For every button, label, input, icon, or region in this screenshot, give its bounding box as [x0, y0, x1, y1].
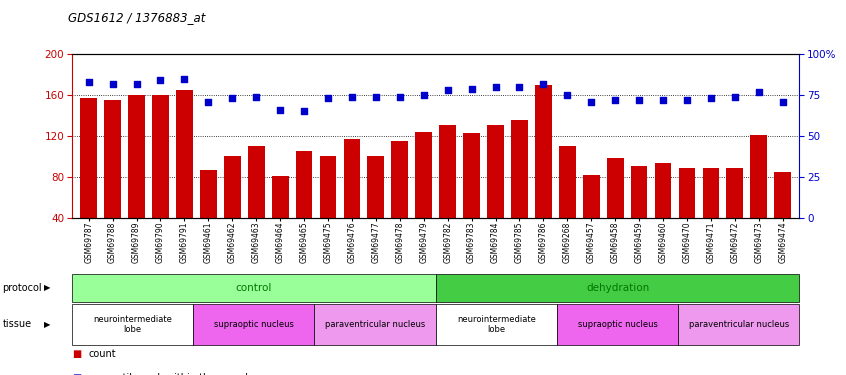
Bar — [415, 132, 432, 258]
Bar — [224, 156, 240, 258]
Text: protocol: protocol — [3, 283, 42, 293]
Point — [464, 86, 478, 92]
Point — [728, 94, 742, 100]
Point — [345, 94, 359, 100]
Point — [441, 87, 454, 93]
Point — [536, 81, 550, 87]
Bar — [655, 164, 672, 258]
Point — [369, 94, 382, 100]
Point — [201, 99, 215, 105]
Point — [154, 78, 168, 84]
Point — [226, 95, 239, 101]
Text: dehydration: dehydration — [586, 283, 649, 293]
Point — [608, 97, 622, 103]
Bar — [464, 133, 480, 258]
Text: ▶: ▶ — [44, 320, 51, 329]
Point — [250, 94, 263, 100]
Text: count: count — [89, 349, 117, 359]
Text: percentile rank within the sample: percentile rank within the sample — [89, 373, 254, 375]
Text: paraventricular nucleus: paraventricular nucleus — [689, 320, 789, 329]
Bar — [511, 120, 528, 258]
Point — [297, 108, 310, 114]
Point — [417, 92, 431, 98]
Text: neurointermediate
lobe: neurointermediate lobe — [93, 315, 172, 334]
Text: paraventricular nucleus: paraventricular nucleus — [325, 320, 426, 329]
Bar — [392, 141, 408, 258]
Bar — [583, 175, 600, 258]
Point — [585, 99, 598, 105]
Text: control: control — [236, 283, 272, 293]
Bar — [559, 146, 575, 258]
Text: neurointermediate
lobe: neurointermediate lobe — [457, 315, 536, 334]
Bar — [320, 156, 337, 258]
Bar — [750, 135, 767, 258]
Text: ■: ■ — [72, 373, 81, 375]
Point — [106, 81, 119, 87]
Point — [656, 97, 670, 103]
Point — [82, 79, 96, 85]
Text: supraoptic nucleus: supraoptic nucleus — [214, 320, 294, 329]
Point — [704, 95, 717, 101]
Point — [489, 84, 503, 90]
Point — [513, 84, 526, 90]
Bar — [727, 168, 744, 258]
Bar — [248, 146, 265, 258]
Point — [273, 107, 287, 113]
Bar — [152, 95, 169, 258]
Bar — [774, 172, 791, 258]
Bar — [176, 90, 193, 258]
Bar — [535, 85, 552, 258]
Bar — [439, 125, 456, 258]
Bar — [80, 98, 97, 258]
Point — [680, 97, 694, 103]
Point — [129, 81, 143, 87]
Bar — [128, 95, 145, 258]
Bar — [702, 168, 719, 258]
Point — [561, 92, 574, 98]
Bar — [272, 176, 288, 258]
Bar — [607, 158, 624, 258]
Bar — [200, 170, 217, 258]
Bar — [343, 139, 360, 258]
Text: ▶: ▶ — [44, 284, 51, 292]
Point — [321, 95, 335, 101]
Bar — [487, 125, 504, 258]
Bar — [104, 100, 121, 258]
Text: supraoptic nucleus: supraoptic nucleus — [578, 320, 657, 329]
Bar — [296, 151, 312, 258]
Text: ■: ■ — [72, 349, 81, 359]
Bar — [367, 156, 384, 258]
Point — [393, 94, 407, 100]
Text: GDS1612 / 1376883_at: GDS1612 / 1376883_at — [68, 11, 205, 24]
Point — [776, 99, 789, 105]
Point — [752, 89, 766, 95]
Point — [632, 97, 645, 103]
Point — [178, 76, 191, 82]
Bar — [678, 168, 695, 258]
Bar — [631, 165, 647, 258]
Text: tissue: tissue — [3, 320, 31, 329]
